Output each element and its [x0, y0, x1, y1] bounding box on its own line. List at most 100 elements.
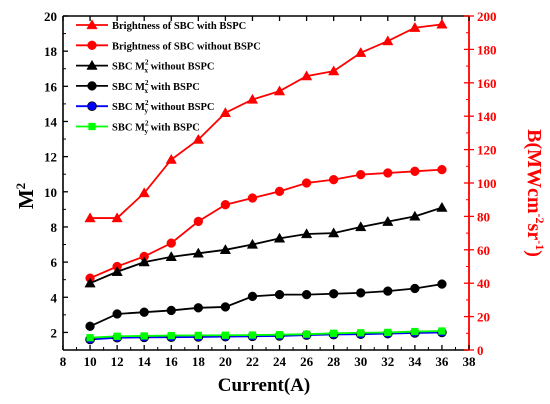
data-point — [438, 327, 446, 335]
x-tick-label: 8 — [60, 354, 67, 369]
y2-axis-label-main: B(MWcm — [523, 129, 545, 214]
y-tick-label: 16 — [44, 79, 58, 94]
data-point — [85, 321, 95, 331]
legend-marker — [86, 59, 98, 70]
data-point — [357, 329, 365, 337]
legend-marker — [87, 101, 97, 112]
data-point — [274, 186, 285, 197]
data-point — [274, 289, 285, 300]
legend-label-text: SBC M — [112, 62, 145, 73]
legend-entry-3: SBC M2 x without BSPC — [76, 59, 214, 75]
y-tick-label: 12 — [44, 150, 57, 165]
x-tick-label: 12 — [111, 354, 124, 369]
data-point — [246, 238, 259, 249]
data-point — [139, 307, 149, 317]
legend-label: Brightness of SBC with BSPC — [112, 21, 246, 32]
data-point — [84, 277, 96, 288]
data-point — [330, 329, 338, 337]
y2-tick-label: 120 — [477, 143, 497, 158]
y2-tick-label: 20 — [477, 310, 490, 325]
y-tick-label: 14 — [44, 114, 58, 129]
data-point — [383, 286, 393, 296]
legend-label-sup: 2 — [145, 59, 149, 67]
x-axis-label: Current(A) — [218, 375, 311, 396]
y-tick-label: 18 — [44, 44, 58, 59]
data-point — [166, 238, 176, 248]
data-point — [355, 221, 367, 232]
data-point — [355, 47, 367, 57]
x-tick-label: 14 — [138, 354, 152, 369]
legend-label-sup: 2 — [145, 120, 149, 128]
legend-label-text: Brightness of SBC with BSPC — [112, 21, 246, 32]
x-tick-label: 10 — [84, 354, 97, 369]
data-point — [113, 332, 121, 340]
legend-label-sup: 2 — [145, 99, 149, 107]
data-point — [273, 85, 286, 96]
y2-axis-label: B(MWcm-2sr-1) — [523, 129, 547, 257]
series-1 — [84, 18, 448, 223]
legend-entry-2: Brightness of SBC without BSPC — [76, 40, 261, 52]
data-point — [166, 305, 176, 316]
y-axis-label: M2 — [13, 183, 38, 209]
y-tick-label: 4 — [51, 290, 58, 305]
series-4 — [85, 279, 447, 331]
series-group — [84, 18, 448, 345]
data-point — [246, 93, 259, 104]
legend-label-suffix: with BSPC — [148, 123, 200, 134]
y-axis-ticks: 2 4 6 8 10 12 14 16 18 20 — [44, 9, 68, 340]
data-point — [328, 174, 339, 185]
x-tick-label: 24 — [273, 354, 287, 369]
data-point — [192, 133, 204, 144]
data-point — [301, 178, 312, 188]
y-axis-label-sup: 2 — [13, 183, 28, 190]
x-tick-label: 22 — [246, 354, 259, 369]
legend-label: Brightness of SBC without BSPC — [112, 41, 261, 52]
data-point — [384, 328, 392, 337]
data-point — [167, 331, 175, 340]
y-tick-label: 20 — [44, 9, 57, 24]
x-tick-label: 20 — [219, 354, 232, 369]
data-point — [300, 70, 313, 81]
x-tick-label: 36 — [435, 354, 449, 369]
data-point — [300, 228, 313, 239]
y2-axis-ticks: 0 20 40 60 80 100 120 140 160 180 200 — [464, 9, 497, 358]
data-point — [138, 256, 150, 267]
series-6 — [86, 327, 446, 342]
data-point — [382, 215, 394, 226]
series-3 — [84, 201, 448, 288]
data-point — [436, 18, 448, 29]
data-point — [220, 200, 231, 210]
legend-label-sub: y — [144, 107, 148, 115]
y2-tick-label: 80 — [477, 209, 490, 224]
data-point — [140, 332, 148, 340]
y-tick-label: 10 — [44, 185, 57, 200]
x-tick-label: 34 — [408, 354, 422, 369]
x-tick-label: 18 — [192, 354, 206, 369]
x-tick-label: 28 — [327, 354, 341, 369]
data-point — [383, 168, 393, 178]
data-point — [273, 232, 286, 243]
y2-axis-label-sup1: -2 — [533, 214, 547, 224]
legend-label-sub: y — [144, 128, 148, 136]
data-point — [302, 330, 311, 338]
legend-marker — [88, 122, 96, 131]
data-point — [112, 309, 122, 319]
legend: Brightness of SBC with BSPC Brightness of… — [76, 19, 261, 136]
data-point — [410, 166, 420, 176]
x-tick-label: 32 — [381, 354, 394, 369]
y2-tick-label: 60 — [477, 243, 490, 258]
x-tick-label: 26 — [300, 354, 314, 369]
data-point — [356, 288, 366, 298]
x-tick-label: 38 — [463, 354, 477, 369]
series-line — [89, 206, 443, 285]
data-point — [328, 65, 340, 76]
data-point — [328, 227, 340, 238]
legend-entry-1: Brightness of SBC with BSPC — [76, 19, 246, 32]
legend-label-text: SBC M — [112, 102, 145, 113]
data-point — [84, 212, 96, 223]
legend-label: SBC M2 y without BSPC — [112, 99, 214, 115]
legend-entry-5: SBC M2 y without BSPC — [76, 99, 214, 115]
y2-tick-label: 180 — [477, 42, 497, 57]
data-point — [111, 266, 123, 276]
